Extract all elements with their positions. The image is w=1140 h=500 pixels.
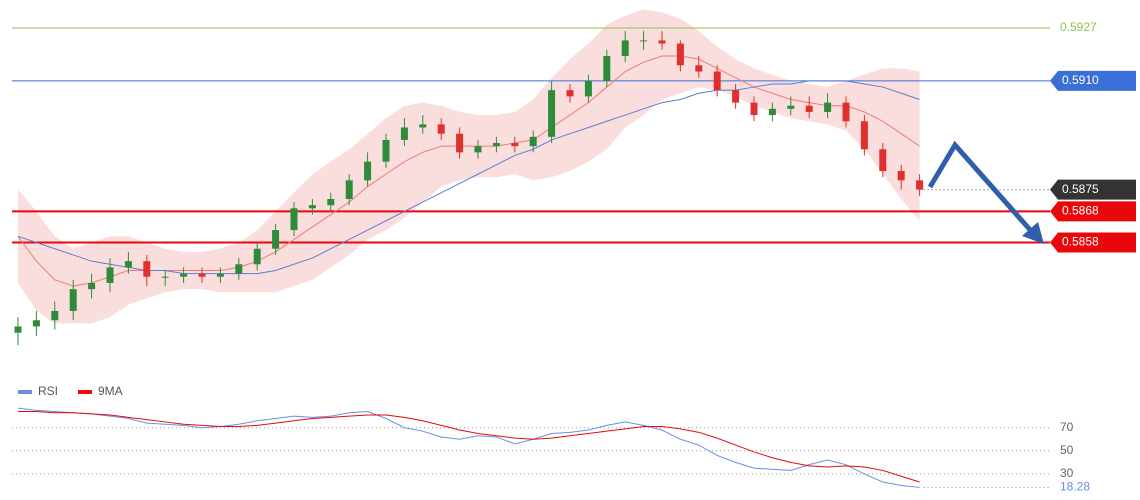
candle-body [529,136,537,147]
legend-swatch [78,390,92,394]
candle-body [143,261,151,277]
projection-arrow [927,140,1034,234]
candle-body [640,40,648,42]
legend-label: RSI [38,384,58,398]
plot-layer: 0.5927 0.5910 0.5868 0.5858 0.5875 70 50 30 RSI 9… [12,9,1136,494]
y-tick-label: 50 [1060,443,1074,457]
candle-body [124,261,132,268]
candle-body [824,102,832,112]
candle-body [768,108,776,116]
candle-body [253,248,261,265]
last-value-label: 18.28 [1060,480,1090,494]
level-label: 0.5927 [1060,20,1097,34]
candle-body [750,102,758,116]
candle-body [272,230,280,249]
level-label: 0.5858 [1062,235,1099,249]
candle-body [308,205,316,209]
candle-body [676,43,684,66]
candle-body [492,143,500,147]
moving-average [17,80,920,275]
candle-body [621,40,629,56]
candle-body [327,198,335,206]
candle-body [566,90,574,97]
legend-label: 9MA [98,384,123,398]
candle-body [548,90,556,137]
candle-body [842,102,850,122]
level-label: 0.5910 [1062,73,1099,87]
candle-body [511,143,519,147]
level-label-box [1050,70,1136,91]
moving-average [17,55,920,287]
candle-body [916,180,924,190]
candle-body [69,289,77,311]
candle-body [695,65,703,72]
candle-body [235,264,243,274]
candle-body [290,208,298,231]
candle-body [603,55,611,81]
legend-swatch [18,390,32,394]
level-label-box [1050,232,1136,253]
candle-body [400,127,408,140]
candle-body [32,320,40,327]
indicator-line [18,411,920,483]
candle-body [860,121,868,150]
candle-body [805,105,813,112]
candle-body [180,273,188,277]
y-tick-label: 30 [1060,466,1074,480]
y-tick-label: 70 [1060,420,1074,434]
candle-body [658,40,666,44]
candle-body [713,71,721,91]
candle-body [106,267,114,283]
candle-body [897,171,905,181]
level-label-box [1050,201,1136,222]
candle-body [787,105,795,109]
indicator-line [17,407,920,488]
candle-body [51,310,59,321]
candle-body [456,133,464,153]
level-label: 0.5868 [1062,204,1099,218]
candle-body [198,273,206,277]
candle-body [88,282,96,290]
candle-body [732,90,740,103]
candle-body [419,124,427,128]
bollinger-band [18,9,920,324]
last-price-box [1050,179,1136,200]
candle-body [437,124,445,134]
last-price-label: 0.5875 [1062,182,1099,196]
candle-body [216,273,224,277]
arrow-head [1022,222,1044,244]
candle-body [474,146,482,153]
candle-body [879,149,887,172]
candle-body [161,276,169,278]
candle-body [345,180,353,199]
candle-body [382,139,390,162]
candle-body [584,80,592,97]
candle-body [364,161,372,181]
candle-body [14,326,22,333]
